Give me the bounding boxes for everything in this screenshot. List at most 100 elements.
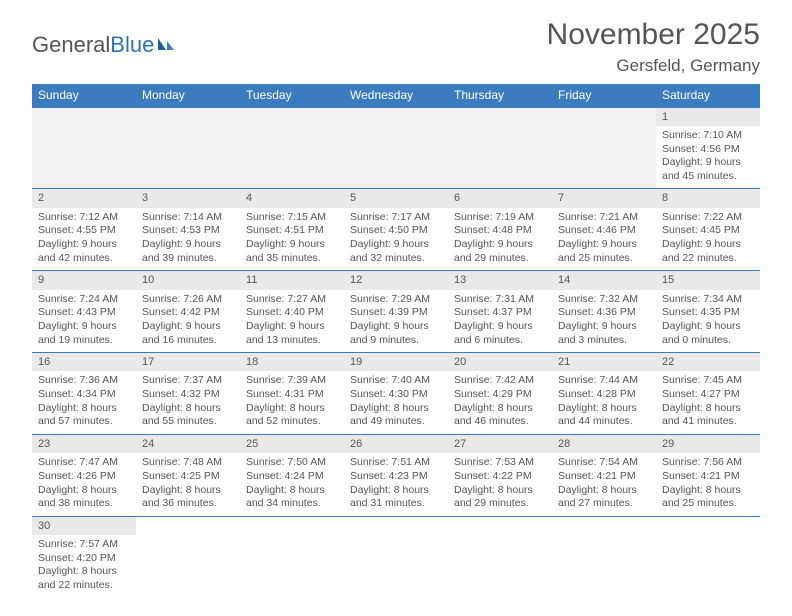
day-number: 29 — [656, 435, 760, 453]
day-info: Sunrise: 7:39 AMSunset: 4:31 PMDaylight:… — [246, 374, 338, 429]
day-info: Sunrise: 7:32 AMSunset: 4:36 PMDaylight:… — [558, 293, 650, 348]
day-info: Sunrise: 7:10 AMSunset: 4:56 PMDaylight:… — [662, 129, 754, 184]
day-info: Sunrise: 7:47 AMSunset: 4:26 PMDaylight:… — [38, 456, 130, 511]
calendar-row: 16Sunrise: 7:36 AMSunset: 4:34 PMDayligh… — [32, 353, 760, 435]
calendar-row: 2Sunrise: 7:12 AMSunset: 4:55 PMDaylight… — [32, 189, 760, 271]
calendar-empty-cell — [656, 516, 760, 597]
calendar-day-cell: 29 Sunrise: 7:56 AMSunset: 4:21 PMDayligh… — [656, 435, 760, 517]
calendar-day-cell: 14 Sunrise: 7:32 AMSunset: 4:36 PMDayligh… — [552, 271, 656, 353]
day-number: 5 — [344, 189, 448, 207]
day-number: 30 — [32, 517, 136, 535]
weekday-header: Thursday — [448, 84, 552, 108]
calendar-day-cell: 30 Sunrise: 7:57 AMSunset: 4:20 PMDayligh… — [32, 516, 136, 597]
calendar-day-cell: 21Sunrise: 7:44 AMSunset: 4:28 PMDayligh… — [552, 353, 656, 435]
calendar-row: 23 Sunrise: 7:47 AMSunset: 4:26 PMDayligh… — [32, 435, 760, 517]
day-info: Sunrise: 7:42 AMSunset: 4:29 PMDaylight:… — [454, 374, 546, 429]
weekday-header: Tuesday — [240, 84, 344, 108]
day-number: 11 — [240, 271, 344, 289]
calendar-day-cell: 1 Sunrise: 7:10 AMSunset: 4:56 PMDaylight… — [656, 108, 760, 189]
day-info: Sunrise: 7:57 AMSunset: 4:20 PMDaylight:… — [38, 538, 130, 593]
calendar-empty-cell — [552, 516, 656, 597]
day-info: Sunrise: 7:19 AMSunset: 4:48 PMDaylight:… — [454, 211, 546, 266]
calendar-empty-cell — [32, 108, 136, 189]
calendar-day-cell: 17 Sunrise: 7:37 AMSunset: 4:32 PMDayligh… — [136, 353, 240, 435]
day-number: 25 — [240, 435, 344, 453]
weekday-header: Friday — [552, 84, 656, 108]
calendar-empty-cell — [240, 516, 344, 597]
calendar-day-cell: 26 Sunrise: 7:51 AMSunset: 4:23 PMDayligh… — [344, 435, 448, 517]
day-number: 14 — [552, 271, 656, 289]
day-number: 13 — [448, 271, 552, 289]
calendar-day-cell: 10 Sunrise: 7:26 AMSunset: 4:42 PMDayligh… — [136, 271, 240, 353]
calendar-day-cell: 3Sunrise: 7:14 AMSunset: 4:53 PMDaylight… — [136, 189, 240, 271]
day-info: Sunrise: 7:56 AMSunset: 4:21 PMDaylight:… — [662, 456, 754, 511]
day-number: 4 — [240, 189, 344, 207]
calendar-day-cell: 25 Sunrise: 7:50 AMSunset: 4:24 PMDayligh… — [240, 435, 344, 517]
day-info: Sunrise: 7:37 AMSunset: 4:32 PMDaylight:… — [142, 374, 234, 429]
day-number: 1 — [656, 108, 760, 126]
day-info: Sunrise: 7:29 AMSunset: 4:39 PMDaylight:… — [350, 293, 442, 348]
day-info: Sunrise: 7:54 AMSunset: 4:21 PMDaylight:… — [558, 456, 650, 511]
calendar-empty-cell — [136, 108, 240, 189]
calendar-day-cell: 22 Sunrise: 7:45 AMSunset: 4:27 PMDayligh… — [656, 353, 760, 435]
calendar-empty-cell — [448, 516, 552, 597]
day-number: 10 — [136, 271, 240, 289]
day-number: 28 — [552, 435, 656, 453]
day-info: Sunrise: 7:26 AMSunset: 4:42 PMDaylight:… — [142, 293, 234, 348]
day-info: Sunrise: 7:51 AMSunset: 4:23 PMDaylight:… — [350, 456, 442, 511]
day-info: Sunrise: 7:15 AMSunset: 4:51 PMDaylight:… — [246, 211, 338, 266]
calendar-day-cell: 19Sunrise: 7:40 AMSunset: 4:30 PMDayligh… — [344, 353, 448, 435]
calendar-day-cell: 27 Sunrise: 7:53 AMSunset: 4:22 PMDayligh… — [448, 435, 552, 517]
brand-part1: General — [32, 32, 110, 58]
calendar-empty-cell — [448, 108, 552, 189]
calendar-empty-cell — [240, 108, 344, 189]
day-number: 18 — [240, 353, 344, 371]
day-number: 22 — [656, 353, 760, 371]
calendar-table: SundayMondayTuesdayWednesdayThursdayFrid… — [32, 84, 760, 598]
calendar-empty-cell — [552, 108, 656, 189]
day-info: Sunrise: 7:45 AMSunset: 4:27 PMDaylight:… — [662, 374, 754, 429]
calendar-day-cell: 2Sunrise: 7:12 AMSunset: 4:55 PMDaylight… — [32, 189, 136, 271]
calendar-day-cell: 15Sunrise: 7:34 AMSunset: 4:35 PMDayligh… — [656, 271, 760, 353]
day-info: Sunrise: 7:50 AMSunset: 4:24 PMDaylight:… — [246, 456, 338, 511]
sail-icon — [156, 36, 176, 52]
day-number: 17 — [136, 353, 240, 371]
calendar-day-cell: 28 Sunrise: 7:54 AMSunset: 4:21 PMDayligh… — [552, 435, 656, 517]
day-number: 26 — [344, 435, 448, 453]
brand-part2: Blue — [110, 32, 154, 58]
day-number: 16 — [32, 353, 136, 371]
day-number: 27 — [448, 435, 552, 453]
calendar-day-cell: 4 Sunrise: 7:15 AMSunset: 4:51 PMDaylight… — [240, 189, 344, 271]
day-number: 23 — [32, 435, 136, 453]
day-info: Sunrise: 7:17 AMSunset: 4:50 PMDaylight:… — [350, 211, 442, 266]
calendar-empty-cell — [344, 108, 448, 189]
calendar-day-cell: 8Sunrise: 7:22 AMSunset: 4:45 PMDaylight… — [656, 189, 760, 271]
calendar-day-cell: 23 Sunrise: 7:47 AMSunset: 4:26 PMDayligh… — [32, 435, 136, 517]
day-number: 8 — [656, 189, 760, 207]
day-info: Sunrise: 7:31 AMSunset: 4:37 PMDaylight:… — [454, 293, 546, 348]
calendar-day-cell: 16Sunrise: 7:36 AMSunset: 4:34 PMDayligh… — [32, 353, 136, 435]
calendar-empty-cell — [344, 516, 448, 597]
day-info: Sunrise: 7:12 AMSunset: 4:55 PMDaylight:… — [38, 211, 130, 266]
day-info: Sunrise: 7:24 AMSunset: 4:43 PMDaylight:… — [38, 293, 130, 348]
brand-logo: GeneralBlue — [32, 18, 176, 58]
day-info: Sunrise: 7:48 AMSunset: 4:25 PMDaylight:… — [142, 456, 234, 511]
calendar-day-cell: 5 Sunrise: 7:17 AMSunset: 4:50 PMDaylight… — [344, 189, 448, 271]
day-number: 20 — [448, 353, 552, 371]
calendar-thead: SundayMondayTuesdayWednesdayThursdayFrid… — [32, 84, 760, 108]
weekday-header-row: SundayMondayTuesdayWednesdayThursdayFrid… — [32, 84, 760, 108]
calendar-day-cell: 6 Sunrise: 7:19 AMSunset: 4:48 PMDaylight… — [448, 189, 552, 271]
day-info: Sunrise: 7:44 AMSunset: 4:28 PMDaylight:… — [558, 374, 650, 429]
calendar-body: 1 Sunrise: 7:10 AMSunset: 4:56 PMDaylight… — [32, 108, 760, 598]
calendar-day-cell: 20 Sunrise: 7:42 AMSunset: 4:29 PMDayligh… — [448, 353, 552, 435]
day-number: 7 — [552, 189, 656, 207]
day-number: 3 — [136, 189, 240, 207]
day-number: 15 — [656, 271, 760, 289]
calendar-empty-cell — [136, 516, 240, 597]
calendar-day-cell: 12Sunrise: 7:29 AMSunset: 4:39 PMDayligh… — [344, 271, 448, 353]
day-info: Sunrise: 7:21 AMSunset: 4:46 PMDaylight:… — [558, 211, 650, 266]
weekday-header: Wednesday — [344, 84, 448, 108]
day-number: 6 — [448, 189, 552, 207]
calendar-row: 1 Sunrise: 7:10 AMSunset: 4:56 PMDaylight… — [32, 108, 760, 189]
day-info: Sunrise: 7:53 AMSunset: 4:22 PMDaylight:… — [454, 456, 546, 511]
